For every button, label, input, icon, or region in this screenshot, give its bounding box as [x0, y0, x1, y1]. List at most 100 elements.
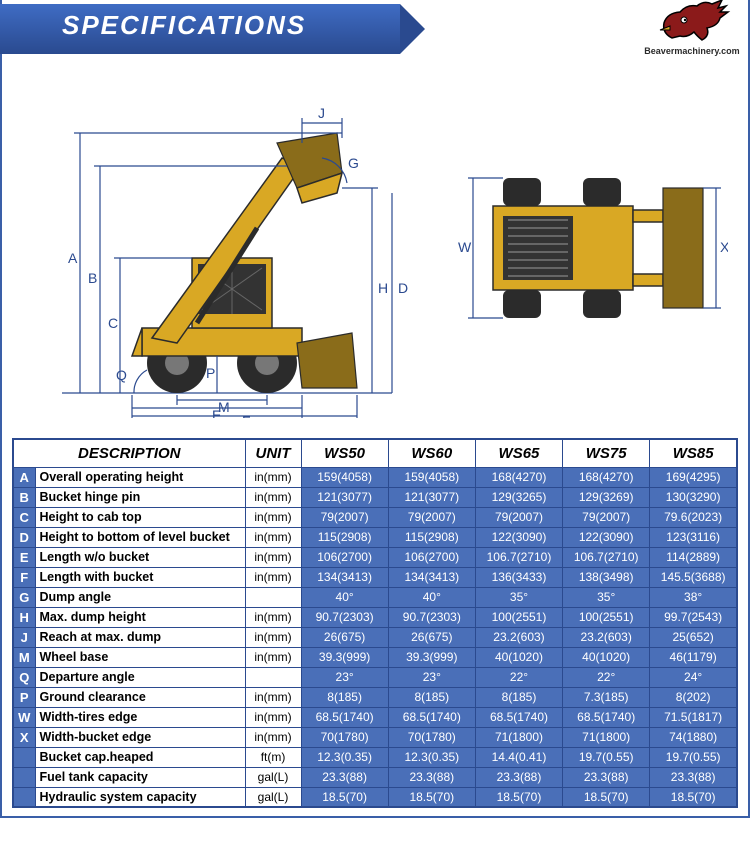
row-value: 23° [301, 667, 388, 687]
row-value: 8(185) [475, 687, 562, 707]
table-row: Bucket cap.heapedft(m)12.3(0.35)12.3(0.3… [13, 747, 737, 767]
table-row: HMax. dump heightin(mm)90.7(2303)90.7(23… [13, 607, 737, 627]
row-description: Reach at max. dump [35, 627, 245, 647]
row-value: 68.5(1740) [563, 707, 650, 727]
row-unit: in(mm) [245, 627, 301, 647]
row-value: 70(1780) [388, 727, 475, 747]
row-key: E [13, 547, 35, 567]
dim-J: J [318, 105, 325, 121]
row-unit: ft(m) [245, 747, 301, 767]
row-value: 121(3077) [301, 487, 388, 507]
row-unit: in(mm) [245, 507, 301, 527]
row-value: 100(2551) [475, 607, 562, 627]
dim-H: H [378, 280, 388, 296]
row-value: 35° [475, 587, 562, 607]
row-key: A [13, 467, 35, 487]
th-ws75: WS75 [563, 439, 650, 467]
row-description: Length with bucket [35, 567, 245, 587]
row-value: 19.7(0.55) [563, 747, 650, 767]
table-row: QDeparture angle23°23°22°22°24° [13, 667, 737, 687]
row-value: 71(1800) [475, 727, 562, 747]
spec-table-wrap: DESCRIPTION UNIT WS50 WS60 WS65 WS75 WS8… [2, 438, 748, 808]
table-row: WWidth-tires edgein(mm)68.5(1740)68.5(17… [13, 707, 737, 727]
row-value: 100(2551) [563, 607, 650, 627]
row-value: 129(3269) [563, 487, 650, 507]
row-description: Height to bottom of level bucket [35, 527, 245, 547]
row-key: B [13, 487, 35, 507]
row-value: 23.3(88) [563, 767, 650, 787]
row-value: 71.5(1817) [650, 707, 737, 727]
row-value: 68.5(1740) [388, 707, 475, 727]
row-key: F [13, 567, 35, 587]
table-row: BBucket hinge pinin(mm)121(3077)121(3077… [13, 487, 737, 507]
row-value: 99.7(2543) [650, 607, 737, 627]
row-description: Max. dump height [35, 607, 245, 627]
row-unit: in(mm) [245, 647, 301, 667]
dim-F: F [242, 413, 251, 418]
row-unit [245, 587, 301, 607]
row-value: 23.3(88) [388, 767, 475, 787]
row-key: X [13, 727, 35, 747]
dim-W: W [458, 239, 472, 255]
row-value: 23.3(88) [475, 767, 562, 787]
side-view-diagram: A B C H D G J Q [42, 88, 412, 418]
row-value: 122(3090) [563, 527, 650, 547]
row-value: 79(2007) [563, 507, 650, 527]
row-value: 35° [563, 587, 650, 607]
dim-C: C [108, 315, 118, 331]
row-key: C [13, 507, 35, 527]
row-unit: in(mm) [245, 607, 301, 627]
row-value: 23.3(88) [650, 767, 737, 787]
row-unit: in(mm) [245, 487, 301, 507]
page-title: SPECIFICATIONS [62, 4, 306, 46]
top-view-diagram: W X [448, 148, 728, 348]
row-value: 23° [388, 667, 475, 687]
row-value: 18.5(70) [301, 787, 388, 807]
row-unit: in(mm) [245, 467, 301, 487]
row-value: 130(3290) [650, 487, 737, 507]
row-value: 23.2(603) [475, 627, 562, 647]
table-row: PGround clearancein(mm)8(185)8(185)8(185… [13, 687, 737, 707]
table-row: Hydraulic system capacitygal(L)18.5(70)1… [13, 787, 737, 807]
row-unit [245, 667, 301, 687]
row-value: 159(4058) [388, 467, 475, 487]
row-value: 18.5(70) [650, 787, 737, 807]
page: SPECIFICATIONS Beavermachinery.com [0, 0, 750, 818]
row-value: 115(2908) [301, 527, 388, 547]
row-description: Departure angle [35, 667, 245, 687]
row-value: 12.3(0.35) [388, 747, 475, 767]
row-value: 90.7(2303) [388, 607, 475, 627]
row-value: 123(3116) [650, 527, 737, 547]
rooster-icon [652, 0, 732, 48]
row-value: 12.3(0.35) [301, 747, 388, 767]
row-description: Width-bucket edge [35, 727, 245, 747]
row-value: 168(4270) [563, 467, 650, 487]
table-row: DHeight to bottom of level bucketin(mm)1… [13, 527, 737, 547]
row-value: 71(1800) [563, 727, 650, 747]
spec-table: DESCRIPTION UNIT WS50 WS60 WS65 WS75 WS8… [12, 438, 738, 808]
row-value: 136(3433) [475, 567, 562, 587]
table-header-row: DESCRIPTION UNIT WS50 WS60 WS65 WS75 WS8… [13, 439, 737, 467]
row-key: M [13, 647, 35, 667]
row-value: 19.7(0.55) [650, 747, 737, 767]
row-value: 79(2007) [475, 507, 562, 527]
row-unit: in(mm) [245, 567, 301, 587]
row-unit: in(mm) [245, 547, 301, 567]
table-row: MWheel basein(mm)39.3(999)39.3(999)40(10… [13, 647, 737, 667]
row-key [13, 747, 35, 767]
row-value: 134(3413) [388, 567, 475, 587]
dim-G: G [348, 155, 359, 171]
row-value: 40° [388, 587, 475, 607]
row-description: Bucket hinge pin [35, 487, 245, 507]
dim-B: B [88, 270, 97, 286]
row-value: 25(652) [650, 627, 737, 647]
row-key: Q [13, 667, 35, 687]
row-value: 18.5(70) [388, 787, 475, 807]
row-value: 159(4058) [301, 467, 388, 487]
th-unit: UNIT [245, 439, 301, 467]
row-unit: in(mm) [245, 707, 301, 727]
row-description: Dump angle [35, 587, 245, 607]
row-key [13, 787, 35, 807]
row-key: W [13, 707, 35, 727]
row-value: 129(3265) [475, 487, 562, 507]
